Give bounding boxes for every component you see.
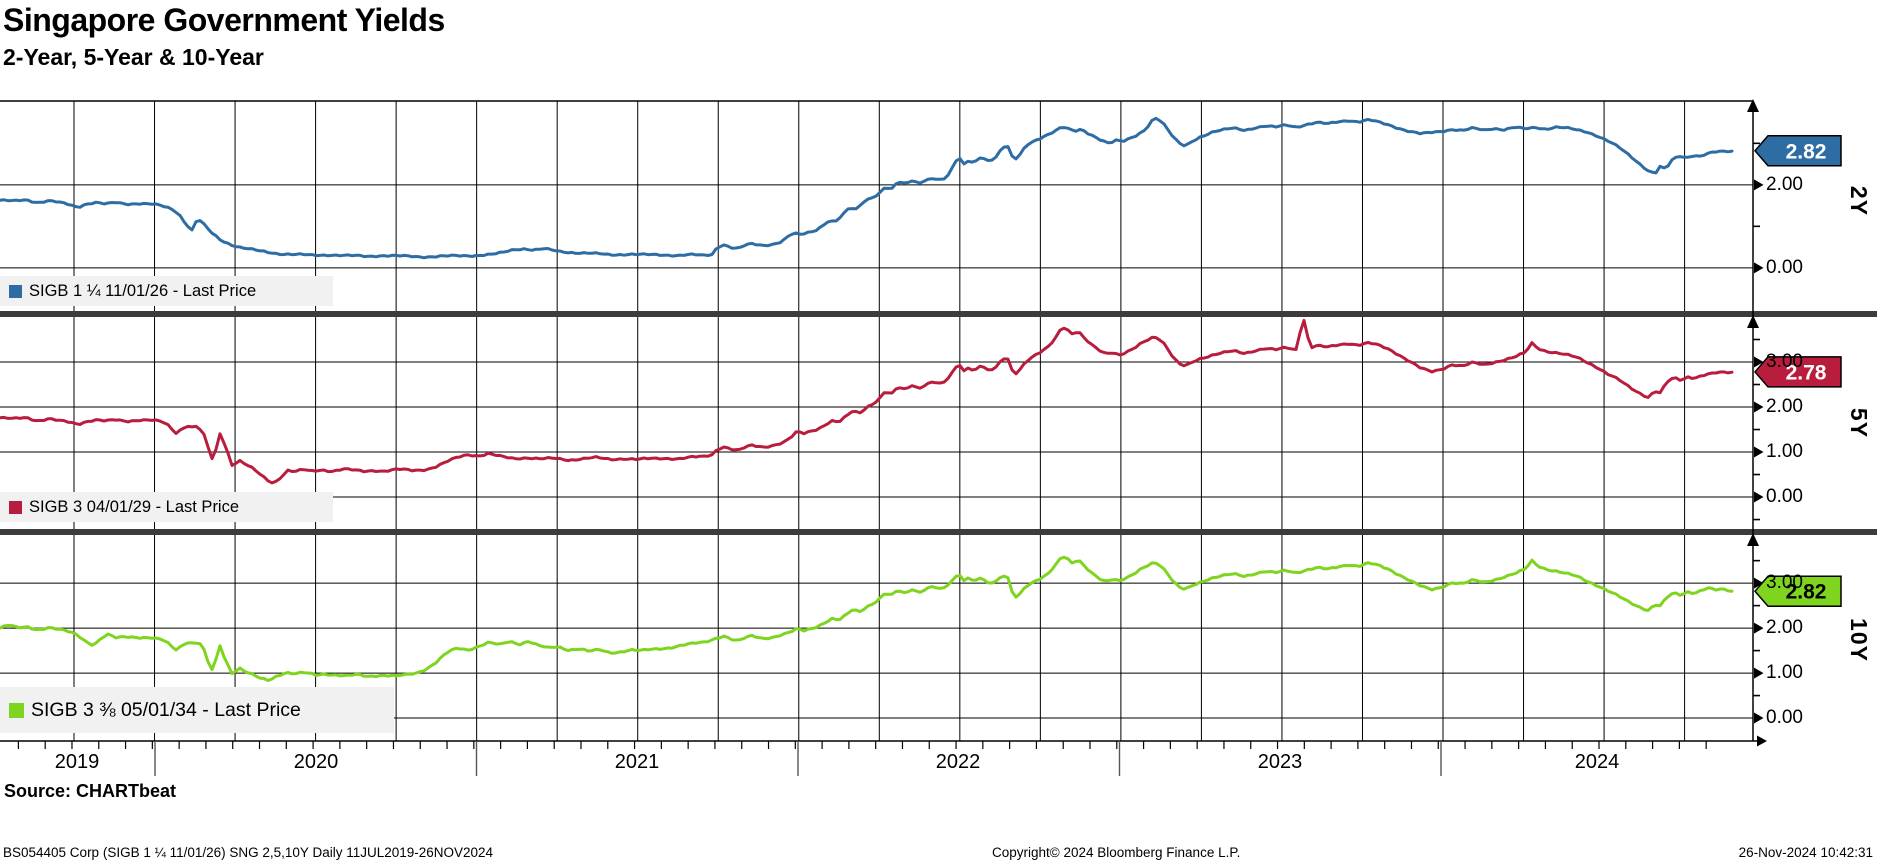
footer-timestamp: 26-Nov-2024 10:42:31 <box>1738 845 1873 860</box>
axis-tick-arrow <box>1754 491 1764 503</box>
series-line-5y <box>0 318 1734 485</box>
legend-label-5y: SIGB 3 04/01/29 - Last Price <box>29 497 240 516</box>
panel-separator <box>0 529 1877 535</box>
y-tick-label-10y: 3.00 <box>1766 572 1803 594</box>
axis-title-5y: 5Y <box>1846 407 1872 439</box>
axis-tick-arrow <box>1754 712 1764 724</box>
source-note: Source: CHARTbeat <box>4 781 177 801</box>
series-line-10y <box>0 555 1734 682</box>
x-year-label: 2022 <box>935 751 981 773</box>
axis-tick-arrow <box>1754 179 1764 191</box>
legend-10y[interactable]: SIGB 3 ⅜ 05/01/34 - Last Price <box>0 687 394 733</box>
footer-copyright: Copyright© 2024 Bloomberg Finance L.P. <box>992 845 1241 860</box>
page-title: Singapore Government Yields <box>3 2 445 38</box>
axis-title-2y: 2Y <box>1846 185 1872 217</box>
y-tick-label-5y: 2.00 <box>1766 396 1803 418</box>
y-tick-label-5y: 1.00 <box>1766 441 1803 463</box>
legend-swatch-2y <box>9 284 22 298</box>
price-badge-value-10y: 2.82 <box>1786 581 1827 604</box>
x-year-label: 2021 <box>614 751 660 773</box>
y-tick-label-10y: 1.00 <box>1766 662 1803 684</box>
legend-swatch-5y <box>9 500 22 514</box>
axis-tick-arrow <box>1754 622 1764 634</box>
y-tick-label-5y: 0.00 <box>1766 486 1803 508</box>
axis-tick-arrow <box>1754 262 1764 274</box>
legend-label-10y: SIGB 3 ⅜ 05/01/34 - Last Price <box>31 698 301 721</box>
price-badge-value-5y: 2.78 <box>1786 361 1827 384</box>
footer-security-info: BS054405 Corp (SIGB 1 ¼ 11/01/26) SNG 2,… <box>3 845 494 860</box>
panel-separator <box>0 311 1877 317</box>
x-year-label: 2020 <box>293 751 339 773</box>
price-badge-2y <box>1754 135 1842 167</box>
axis-tick-arrow <box>1754 356 1764 368</box>
y-tick-label-5y: 3.00 <box>1766 351 1803 372</box>
axis-tick-arrow <box>1754 401 1764 413</box>
page-subtitle: 2-Year, 5-Year & 10-Year <box>3 44 264 70</box>
y-tick-label-10y: 0.00 <box>1766 707 1803 729</box>
price-badge-10y <box>1754 575 1842 607</box>
price-badge-value-2y: 2.82 <box>1786 140 1827 163</box>
legend-swatch-10y <box>9 702 24 718</box>
y-tick-label-2y: 2.00 <box>1766 173 1803 195</box>
axis-title-10y: 10Y <box>1846 618 1872 662</box>
axis-tick-arrow <box>1754 667 1764 679</box>
price-badge-5y <box>1754 356 1842 388</box>
axis-tick-arrow <box>1754 446 1764 458</box>
legend-label-2y: SIGB 1 ¼ 11/01/26 - Last Price <box>29 281 257 300</box>
axis-tick-arrow <box>1754 577 1764 589</box>
legend-2y[interactable]: SIGB 1 ¼ 11/01/26 - Last Price <box>0 276 333 306</box>
time-axis-arrow <box>1757 735 1767 747</box>
series-line-2y <box>0 116 1734 260</box>
legend-5y[interactable]: SIGB 3 04/01/29 - Last Price <box>0 492 333 522</box>
y-tick-label-10y: 2.00 <box>1766 617 1803 639</box>
x-year-label: 2023 <box>1257 751 1303 773</box>
x-year-label: 2019 <box>54 751 100 773</box>
x-year-label: 2024 <box>1574 751 1620 773</box>
y-tick-label-2y: 0.00 <box>1766 256 1803 278</box>
